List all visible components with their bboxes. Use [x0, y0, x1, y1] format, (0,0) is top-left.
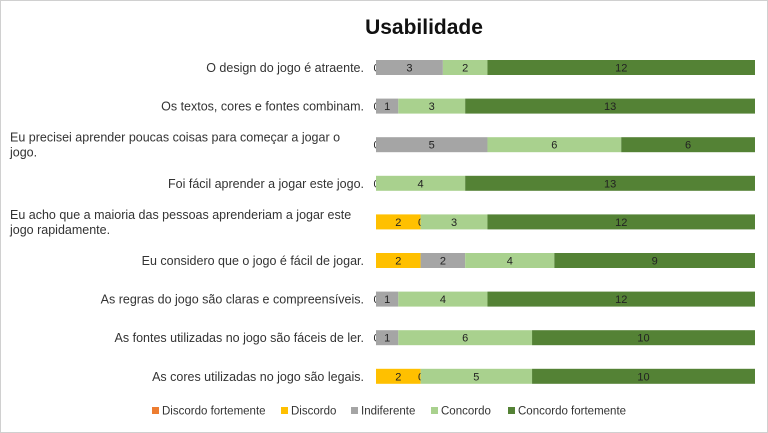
data-label: 5: [429, 140, 435, 152]
legend-swatch: [281, 407, 288, 414]
data-label: 3: [429, 101, 435, 113]
bar-segment: [465, 98, 755, 114]
category-label: As fontes utilizadas no jogo são fáceis …: [115, 331, 364, 345]
category-label: Eu considero que o jogo é fácil de jogar…: [142, 254, 364, 268]
bar-segment: [532, 368, 755, 384]
bar-segment: [398, 330, 533, 346]
category-label-line: jogo.: [9, 146, 37, 160]
data-label: 6: [462, 333, 468, 345]
legend-swatch: [431, 407, 438, 414]
legend-label: Concordo fortemente: [518, 406, 626, 418]
category-label-line: Eu acho que a maioria das pessoas aprend…: [10, 208, 351, 222]
legend-label: Discordo: [291, 406, 336, 418]
data-label: 1: [384, 333, 390, 345]
legend-swatch: [508, 407, 515, 414]
category-label-line: jogo rapidamente.: [9, 223, 110, 237]
data-label: 12: [615, 63, 627, 75]
data-label: 9: [652, 256, 658, 268]
bar-segment: [532, 330, 755, 346]
category-label: As cores utilizadas no jogo são legais.: [152, 370, 364, 384]
category-label: As regras do jogo são claras e compreens…: [101, 293, 364, 307]
data-label: 10: [637, 333, 649, 345]
category-label: Eu precisei aprender poucas coisas para …: [9, 131, 340, 160]
bar-segment: [465, 175, 755, 191]
data-label: 4: [418, 178, 424, 190]
bar-segment: [487, 291, 755, 307]
data-label: 12: [615, 294, 627, 306]
data-label: 4: [507, 256, 513, 268]
data-label: 1: [384, 101, 390, 113]
legend-swatch: [152, 407, 159, 414]
bar-segment: [465, 253, 555, 268]
data-label: 2: [395, 256, 401, 268]
bar-segment: [420, 253, 466, 268]
data-label: 2: [395, 371, 401, 383]
bar-segment: [376, 60, 443, 75]
bar-segment: [376, 330, 399, 346]
category-label: Eu acho que a maioria das pessoas aprend…: [9, 208, 351, 237]
data-label: 10: [637, 371, 649, 383]
legend-label: Indiferente: [361, 406, 415, 418]
category-label: Os textos, cores e fontes combinam.: [161, 100, 364, 114]
category-label: O design do jogo é atraente.: [206, 61, 364, 75]
bar-segment: [420, 368, 533, 384]
bar-segment: [420, 214, 488, 230]
bar-segment: [376, 98, 399, 114]
data-label: 6: [685, 140, 691, 152]
data-label: 6: [551, 140, 557, 152]
bar-segment: [376, 368, 421, 384]
bars: 0321201313056604132031222490141201610205…: [373, 60, 755, 384]
data-label: 2: [440, 256, 446, 268]
bar-segment: [376, 291, 399, 307]
data-label: 2: [395, 217, 401, 229]
legend-label: Discordo fortemente: [162, 406, 266, 418]
data-label: 13: [604, 178, 616, 190]
data-label: 1: [384, 294, 390, 306]
data-label: 5: [473, 371, 479, 383]
data-label: 4: [440, 294, 446, 306]
bar-segment: [487, 137, 622, 153]
chart-title: Usabilidade: [365, 16, 483, 39]
bar-segment: [376, 175, 466, 191]
bar-segment: [487, 60, 755, 75]
bar-segment: [621, 137, 755, 153]
category-label: Foi fácil aprender a jogar este jogo.: [168, 177, 364, 191]
data-label: 2: [462, 63, 468, 75]
data-label: 3: [406, 63, 412, 75]
bar-segment: [376, 253, 421, 268]
category-label-line: Eu precisei aprender poucas coisas para …: [10, 131, 340, 145]
legend: Discordo fortemente Discordo Indiferente Co…: [152, 406, 626, 418]
bar-segment: [554, 253, 755, 268]
bar-segment: [398, 98, 466, 114]
bar-segment: [398, 291, 488, 307]
data-label: 13: [604, 101, 616, 113]
category-labels: O design do jogo é atraente. Os textos, c…: [9, 61, 364, 384]
bar-segment: [376, 137, 488, 153]
bar-segment: [442, 60, 488, 75]
bar-segment: [487, 214, 755, 230]
data-label: 3: [451, 217, 457, 229]
bar-segment: [376, 214, 421, 230]
data-label: 12: [615, 217, 627, 229]
legend-swatch: [351, 407, 358, 414]
legend-label: Concordo: [441, 406, 491, 418]
